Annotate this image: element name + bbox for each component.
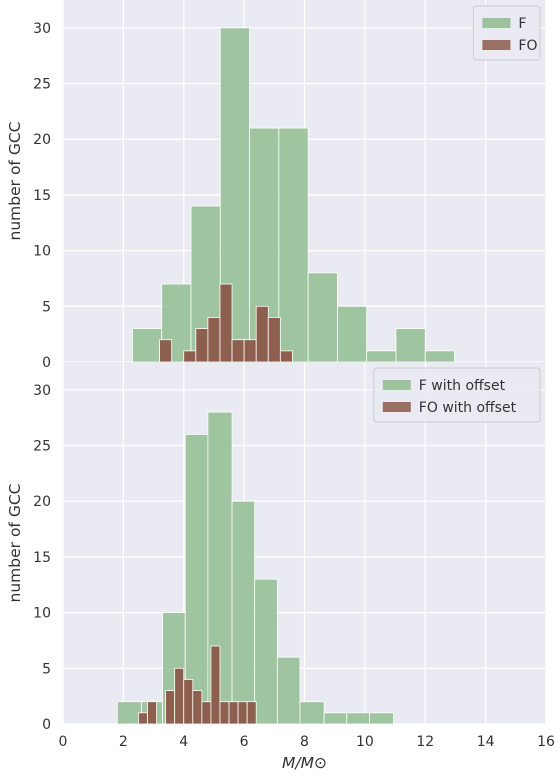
x-tick-label: 10	[356, 734, 374, 750]
legend-label: FO	[518, 38, 537, 54]
bar	[279, 350, 293, 363]
bar	[246, 701, 257, 725]
legend-label: F with offset	[419, 378, 506, 394]
bar	[255, 305, 269, 363]
y-tick-label: 30	[33, 383, 51, 399]
bar	[183, 679, 194, 725]
bar	[219, 701, 230, 725]
bar	[276, 656, 301, 725]
legend-swatch	[482, 40, 511, 50]
bar	[231, 500, 256, 725]
bar	[219, 283, 233, 363]
x-tick-label: 0	[59, 734, 68, 750]
bar	[116, 701, 142, 725]
bar	[183, 350, 197, 363]
y-tick-label: 25	[33, 77, 51, 93]
bar	[307, 272, 338, 363]
bar	[201, 701, 212, 725]
bar	[195, 328, 209, 363]
bar	[299, 701, 325, 725]
x-tick-label: 4	[179, 734, 188, 750]
y-tick-label: 5	[42, 299, 51, 315]
x-axis-label: M/M⊙	[282, 754, 327, 772]
y-tick-label: 0	[42, 717, 51, 733]
bar	[366, 350, 397, 363]
bar	[369, 712, 394, 725]
x-tick-label: 6	[240, 734, 249, 750]
y-tick-label: 15	[33, 550, 51, 566]
bar	[323, 712, 348, 725]
bar	[132, 328, 163, 363]
bar	[243, 339, 257, 363]
legend-swatch	[382, 402, 411, 412]
bar	[346, 712, 370, 725]
y-tick-label: 15	[33, 188, 51, 204]
bar	[231, 339, 245, 363]
legend-swatch	[482, 18, 511, 28]
y-tick-label: 10	[33, 244, 51, 260]
bar	[237, 701, 248, 725]
series-fo	[159, 283, 293, 363]
y-tick-label: 30	[33, 21, 51, 37]
y-tick-label: 25	[33, 439, 51, 455]
bar	[278, 127, 309, 363]
legend: F with offset FO with offset	[373, 367, 541, 423]
y-tick-label: 0	[42, 355, 51, 371]
bar	[192, 690, 203, 725]
y-axis-label: number of GCC	[6, 484, 24, 603]
bar	[207, 317, 221, 363]
legend-box	[373, 367, 541, 423]
bar	[337, 305, 368, 363]
x-tick-label: 2	[119, 734, 128, 750]
legend: F FO	[472, 5, 541, 61]
y-tick-label: 20	[33, 494, 51, 510]
x-tick-label: 14	[477, 734, 495, 750]
legend-swatch	[382, 380, 411, 390]
bar	[210, 645, 221, 725]
bar	[267, 317, 281, 363]
x-tick-label: 12	[416, 734, 434, 750]
panel-2: 0 5 10 15 20 25 30 0 2 4 6 8 10 12 14 16 number of GCC M/…	[6, 362, 555, 772]
bar	[165, 690, 176, 725]
bar	[424, 350, 455, 363]
legend-label: FO with offset	[419, 400, 517, 416]
panel-1: 0 5 10 15 20 25 30 number of GCC F FO	[6, 0, 547, 371]
y-tick-label: 5	[42, 661, 51, 677]
bar	[228, 701, 239, 725]
y-tick-label: 20	[33, 132, 51, 148]
legend-label: F	[518, 16, 526, 32]
y-tick-label: 10	[33, 606, 51, 622]
bar	[147, 701, 157, 725]
y-axis-label: number of GCC	[6, 122, 24, 241]
bar	[254, 578, 278, 725]
series-fo-with-offset	[138, 645, 257, 725]
x-tick-label: 8	[300, 734, 309, 750]
bar	[138, 712, 148, 725]
x-tick-label: 16	[537, 734, 555, 750]
bar	[159, 339, 173, 363]
bar	[395, 328, 426, 363]
bar	[174, 667, 185, 725]
